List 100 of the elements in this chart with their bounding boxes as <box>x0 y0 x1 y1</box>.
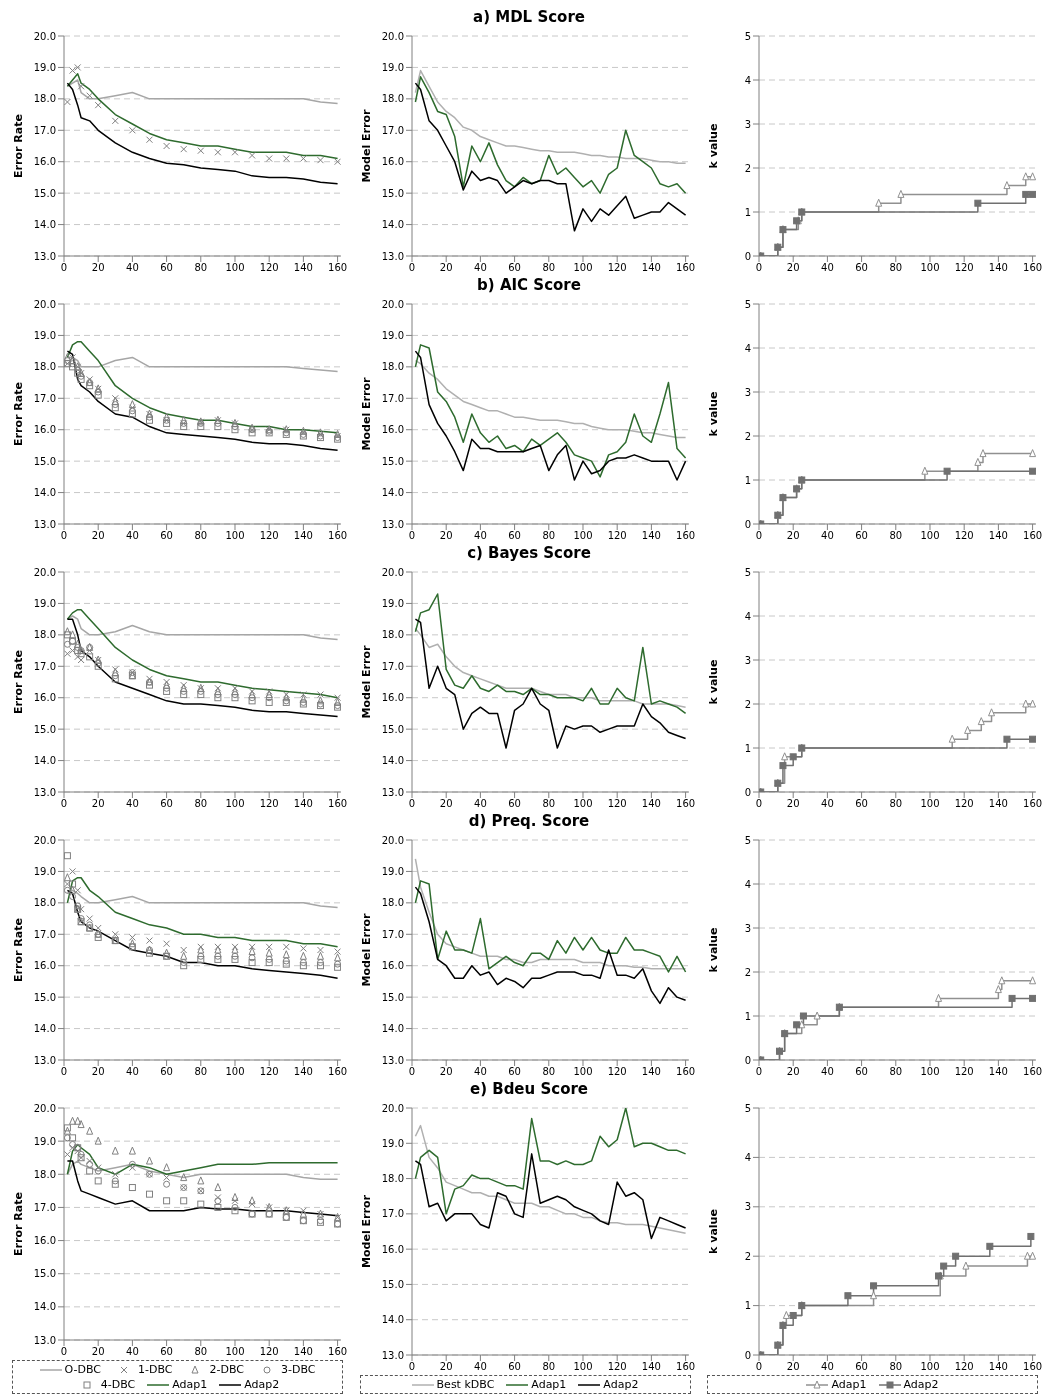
legend-label: Adap2 <box>603 1378 639 1391</box>
x-tick-label: 40 <box>821 262 834 274</box>
x-tick-label: 100 <box>225 1346 245 1358</box>
y-tick-label: 3 <box>744 654 751 666</box>
x-tick-label: 40 <box>473 530 487 542</box>
legend-label: Adap2 <box>903 1378 939 1391</box>
y-tick-label: 15.0 <box>381 991 404 1003</box>
x-tick-label: 40 <box>473 798 487 810</box>
y-tick-label: 19.0 <box>381 1137 404 1149</box>
x-tick-label: 20 <box>439 1361 453 1373</box>
x-tick-label: 140 <box>293 798 313 810</box>
x-tick-label: 140 <box>293 530 313 542</box>
y-tick-label: 14.0 <box>33 219 56 231</box>
y-tick-label: 13.0 <box>381 250 404 262</box>
y-tick-label: 4 <box>744 1151 751 1163</box>
y-tick-label: 2 <box>744 698 751 710</box>
x-tick-label: 60 <box>855 1361 868 1373</box>
y-tick-label: 13.0 <box>381 1054 404 1066</box>
x-tick-label: 60 <box>507 530 521 542</box>
x-tick-label: 140 <box>988 798 1008 810</box>
y-tick-label: 15.0 <box>381 455 404 467</box>
x-tick-label: 140 <box>641 530 661 542</box>
y-tick-label: 14.0 <box>33 1301 56 1313</box>
y-tick-label: 2 <box>744 1250 751 1262</box>
x-tick-label: 80 <box>889 798 903 810</box>
y-tick-label: 13.0 <box>33 250 56 262</box>
y-tick-label: 18.0 <box>33 1168 56 1180</box>
x-tick-label: 160 <box>328 530 348 542</box>
y-tick-label: 14.0 <box>33 487 56 499</box>
chart-title: b) AIC Score <box>477 276 581 294</box>
y-tick-label: 19.0 <box>381 597 404 609</box>
x-tick-label: 20 <box>786 1066 800 1078</box>
y-tick-label: 18.0 <box>33 897 56 909</box>
x-tick-label: 120 <box>259 1346 279 1358</box>
y-tick-label: 0 <box>744 250 751 262</box>
x-tick-label: 160 <box>675 798 695 810</box>
x-tick-label: 40 <box>821 798 834 810</box>
x-tick-label: 100 <box>225 1066 245 1078</box>
y-tick-label: 15.0 <box>33 455 56 467</box>
y-tick-label: 18.0 <box>381 361 404 373</box>
x-tick-label: 40 <box>473 1361 487 1373</box>
y-tick-label: 14.0 <box>33 1023 56 1035</box>
y-tick-label: 17.0 <box>381 928 404 940</box>
y-tick-label: 15.0 <box>33 991 56 1003</box>
x-tick-label: 0 <box>408 1066 415 1078</box>
y-tick-label: 0 <box>744 786 751 798</box>
x-tick-label: 80 <box>194 798 208 810</box>
x-tick-label: 80 <box>889 1361 903 1373</box>
y-tick-label: 13.0 <box>33 786 56 798</box>
y-tick-label: 17.0 <box>33 660 56 672</box>
y-tick-label: 16.0 <box>381 156 404 168</box>
y-axis-title: Error Rate <box>11 114 25 178</box>
y-tick-label: 13.0 <box>33 518 56 530</box>
y-axis-title: Error Rate <box>11 650 25 714</box>
y-tick-label: 19.0 <box>33 329 56 341</box>
y-tick-label: 19.0 <box>33 597 56 609</box>
x-tick-label: 160 <box>1023 530 1043 542</box>
x-tick-label: 120 <box>259 262 279 274</box>
y-tick-label: 14.0 <box>381 1314 404 1326</box>
x-tick-label: 0 <box>60 798 68 810</box>
x-tick-label: 60 <box>160 262 173 274</box>
y-tick-label: 5 <box>744 30 751 42</box>
chart-title: a) MDL Score <box>473 8 585 26</box>
legend-label: 1-DBC <box>137 1363 173 1376</box>
x-tick-label: 120 <box>607 262 627 274</box>
x-tick-label: 100 <box>920 1361 940 1373</box>
y-tick-label: 3 <box>744 386 751 398</box>
x-tick-label: 20 <box>439 1066 453 1078</box>
y-tick-label: 16.0 <box>33 692 56 704</box>
y-tick-label: 18.0 <box>33 629 56 641</box>
x-tick-label: 40 <box>126 530 139 542</box>
y-tick-label: 15.0 <box>33 187 56 199</box>
x-tick-label: 20 <box>91 1346 105 1358</box>
x-tick-label: 60 <box>855 262 868 274</box>
y-tick-label: 16.0 <box>33 424 56 436</box>
y-tick-label: 14.0 <box>381 755 404 767</box>
chart-title: d) Preq. Score <box>468 812 590 830</box>
x-tick-label: 40 <box>473 262 487 274</box>
x-tick-label: 80 <box>541 262 555 274</box>
y-tick-label: 13.0 <box>33 1334 56 1346</box>
legend-label: 2-DBC <box>209 1363 244 1376</box>
x-tick-label: 60 <box>507 1066 521 1078</box>
legend-label: Adap1 <box>831 1378 867 1391</box>
x-tick-label: 100 <box>920 1066 940 1078</box>
x-tick-label: 100 <box>225 798 245 810</box>
y-tick-label: 18.0 <box>381 1173 404 1185</box>
x-tick-label: 140 <box>293 262 313 274</box>
x-tick-label: 0 <box>755 530 763 542</box>
y-axis-title: k value <box>706 927 720 973</box>
legend-label: 3-DBC <box>280 1363 316 1376</box>
x-tick-label: 20 <box>786 1361 800 1373</box>
x-tick-label: 20 <box>91 262 105 274</box>
x-tick-label: 160 <box>328 1066 348 1078</box>
x-tick-label: 0 <box>60 530 68 542</box>
x-tick-label: 120 <box>954 798 974 810</box>
y-tick-label: 20.0 <box>381 30 404 42</box>
x-tick-label: 120 <box>259 530 279 542</box>
x-tick-label: 120 <box>607 1361 627 1373</box>
x-tick-label: 100 <box>572 530 593 542</box>
legend-label: O-DBC <box>64 1363 101 1376</box>
